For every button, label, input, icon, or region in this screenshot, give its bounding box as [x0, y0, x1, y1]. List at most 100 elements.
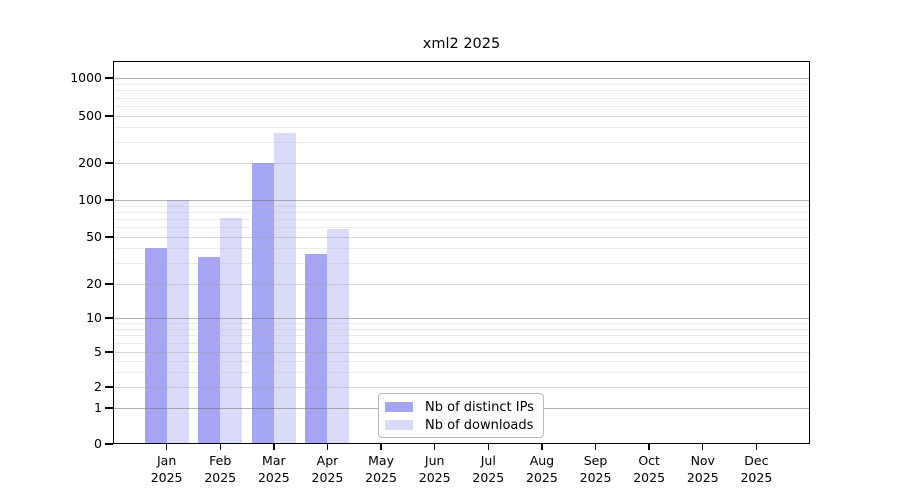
x-tick-label: Mar 2025	[246, 452, 302, 486]
gridline-minor	[113, 211, 810, 213]
y-tick-mark	[105, 317, 113, 319]
y-tick-label: 5	[94, 344, 102, 359]
gridline	[113, 200, 810, 201]
gridline-minor	[113, 106, 810, 107]
chart-title: xml2 2025	[422, 36, 501, 52]
x-tick-mark	[648, 444, 650, 450]
x-tick-mark	[165, 444, 168, 450]
x-tick-year: 2025	[686, 470, 719, 485]
y-tick-label: 20	[86, 276, 102, 291]
bar-distinct-ips-feb	[198, 256, 221, 444]
y-tick-mark	[105, 199, 113, 201]
y-tick-mark	[105, 115, 113, 117]
gridline-minor	[113, 83, 810, 85]
y-tick-label: 1	[94, 400, 102, 415]
x-tick-mark	[702, 444, 704, 450]
x-tick-year: 2025	[418, 470, 451, 485]
x-tick-mark	[541, 444, 543, 450]
x-tick-label: Jan 2025	[139, 452, 195, 486]
legend-swatch-distinct-ips	[385, 402, 413, 412]
gridline	[113, 352, 810, 353]
gridline	[113, 284, 810, 285]
gridline-minor	[113, 97, 810, 99]
x-tick-mark	[594, 444, 597, 450]
x-tick-year: 2025	[526, 470, 558, 485]
y-tick-label: 100	[78, 192, 102, 207]
x-tick-year: 2025	[472, 470, 505, 485]
x-tick-year: 2025	[579, 470, 612, 485]
x-tick-label: Oct 2025	[621, 452, 677, 486]
y-tick-label: 500	[78, 108, 102, 123]
bar-distinct-ips-jan	[144, 248, 167, 444]
gridline-minor	[113, 142, 810, 144]
y-tick-mark	[105, 77, 113, 79]
y-tick-mark	[105, 283, 113, 285]
x-tick-mark	[326, 444, 329, 450]
legend-label-downloads: Nb of downloads	[425, 417, 534, 433]
y-tick-label: 50	[86, 229, 102, 244]
y-tick-mark	[105, 386, 113, 388]
x-tick-mark	[487, 444, 489, 450]
x-tick-label: Feb 2025	[192, 452, 248, 486]
gridline-minor	[113, 343, 810, 345]
x-tick-label: Jul 2025	[460, 452, 516, 486]
x-tick-mark	[755, 444, 758, 450]
y-tick-mark	[105, 407, 113, 409]
legend-row-distinct-ips: Nb of distinct IPs	[385, 399, 534, 415]
gridline	[113, 387, 810, 388]
legend: Nb of distinct IPs Nb of downloads	[378, 393, 544, 438]
bar-distinct-ips-apr	[305, 253, 328, 444]
y-tick-label: 10	[86, 310, 102, 325]
x-tick-mark	[433, 444, 436, 450]
gridline-minor	[113, 263, 810, 265]
x-tick-label: Aug 2025	[514, 452, 570, 486]
x-tick-year: 2025	[633, 470, 666, 485]
gridline-minor	[113, 227, 810, 229]
bar-downloads-apr	[327, 229, 350, 444]
y-tick-mark	[105, 162, 113, 164]
bar-downloads-jan	[166, 200, 189, 444]
bar-downloads-mar	[273, 132, 296, 444]
y-tick-label: 0	[94, 436, 102, 451]
y-tick-mark	[105, 236, 113, 238]
gridline-minor	[113, 328, 810, 330]
gridline-minor	[113, 127, 810, 129]
gridline	[113, 318, 810, 319]
x-tick-mark	[219, 444, 221, 450]
legend-label-distinct-ips: Nb of distinct IPs	[425, 399, 534, 415]
y-tick-label: 200	[78, 155, 102, 170]
bar-downloads-feb	[220, 217, 243, 444]
gridline-minor	[113, 205, 810, 207]
gridline-minor	[113, 248, 810, 250]
legend-swatch-downloads	[385, 420, 413, 430]
gridline-minor	[113, 323, 810, 325]
gridline	[113, 237, 810, 238]
x-tick-label: Dec 2025	[728, 452, 784, 486]
x-tick-label: May 2025	[353, 452, 409, 486]
x-tick-year: 2025	[150, 470, 183, 485]
gridline	[113, 78, 810, 79]
x-tick-year: 2025	[740, 470, 773, 485]
gridline-minor	[113, 371, 810, 373]
y-tick-mark	[105, 443, 113, 445]
x-tick-mark	[273, 444, 275, 450]
gridline	[113, 116, 810, 117]
y-tick-mark	[105, 351, 113, 353]
x-tick-year: 2025	[311, 470, 344, 485]
bar-distinct-ips-mar	[251, 163, 274, 444]
gridline-minor	[113, 335, 810, 337]
x-tick-mark	[380, 444, 382, 450]
y-tick-label: 2	[94, 379, 102, 394]
x-tick-year: 2025	[257, 470, 290, 485]
x-tick-year: 2025	[365, 470, 397, 485]
plot-area	[113, 61, 810, 444]
gridline-minor	[113, 360, 810, 362]
gridline-minor	[113, 90, 810, 92]
gridline-minor	[113, 219, 810, 221]
x-tick-label: Sep 2025	[568, 452, 624, 486]
x-tick-year: 2025	[204, 470, 237, 485]
x-tick-label: Jun 2025	[407, 452, 463, 486]
x-tick-label: Nov 2025	[675, 452, 731, 486]
y-tick-label: 1000	[70, 70, 102, 85]
